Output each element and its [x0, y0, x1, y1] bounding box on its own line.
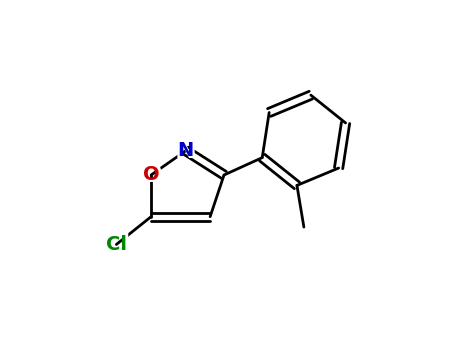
Text: Cl: Cl — [106, 235, 127, 254]
Text: N: N — [175, 138, 197, 164]
Text: O: O — [143, 166, 159, 184]
Text: Cl: Cl — [102, 231, 131, 258]
Text: O: O — [140, 162, 162, 188]
Text: N: N — [178, 141, 194, 160]
